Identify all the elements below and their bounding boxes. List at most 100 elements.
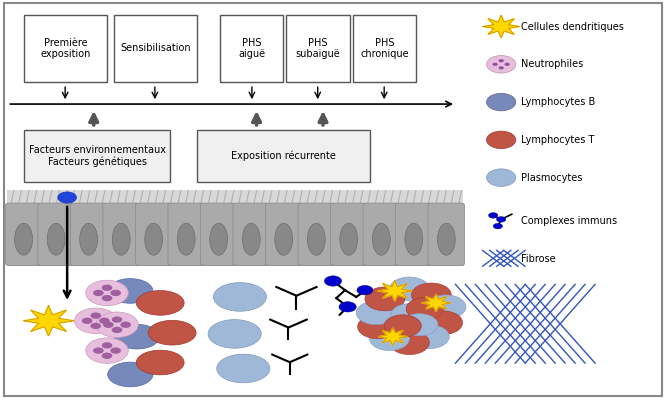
- Circle shape: [86, 280, 129, 306]
- Circle shape: [82, 318, 93, 324]
- Circle shape: [492, 63, 498, 66]
- FancyBboxPatch shape: [363, 203, 400, 265]
- Circle shape: [357, 285, 373, 295]
- FancyBboxPatch shape: [396, 203, 432, 265]
- Circle shape: [410, 325, 450, 349]
- Circle shape: [493, 223, 502, 229]
- Ellipse shape: [177, 223, 195, 255]
- FancyBboxPatch shape: [266, 203, 302, 265]
- FancyBboxPatch shape: [286, 15, 350, 82]
- Ellipse shape: [340, 223, 358, 255]
- Polygon shape: [378, 328, 408, 346]
- Polygon shape: [483, 16, 519, 38]
- Ellipse shape: [275, 223, 292, 255]
- Circle shape: [75, 308, 117, 334]
- Circle shape: [370, 327, 410, 351]
- Ellipse shape: [80, 223, 98, 255]
- Circle shape: [358, 315, 398, 339]
- FancyBboxPatch shape: [38, 203, 75, 265]
- Ellipse shape: [108, 279, 153, 303]
- Text: Lymphocytes T: Lymphocytes T: [521, 135, 595, 145]
- Ellipse shape: [438, 223, 456, 255]
- Text: Complexes immuns: Complexes immuns: [521, 216, 617, 226]
- Text: Plasmocytes: Plasmocytes: [521, 173, 583, 183]
- Ellipse shape: [307, 223, 325, 255]
- Ellipse shape: [208, 320, 261, 348]
- Text: PHS
chronique: PHS chronique: [360, 38, 409, 59]
- Ellipse shape: [137, 350, 184, 375]
- FancyBboxPatch shape: [233, 203, 270, 265]
- Ellipse shape: [242, 223, 260, 255]
- Text: PHS
subaiguë: PHS subaiguë: [296, 38, 340, 59]
- Circle shape: [112, 316, 123, 323]
- Circle shape: [112, 327, 123, 333]
- Circle shape: [93, 348, 104, 354]
- FancyBboxPatch shape: [298, 203, 334, 265]
- FancyBboxPatch shape: [5, 203, 42, 265]
- FancyBboxPatch shape: [7, 203, 463, 265]
- Circle shape: [496, 217, 505, 222]
- Text: Première
exposition: Première exposition: [41, 38, 91, 59]
- Ellipse shape: [15, 223, 33, 255]
- Circle shape: [426, 295, 466, 319]
- FancyBboxPatch shape: [428, 203, 465, 265]
- Circle shape: [498, 59, 503, 62]
- Circle shape: [91, 312, 101, 319]
- Circle shape: [423, 311, 463, 335]
- Circle shape: [111, 348, 121, 354]
- Circle shape: [504, 63, 509, 66]
- FancyBboxPatch shape: [103, 203, 139, 265]
- FancyBboxPatch shape: [135, 203, 172, 265]
- Ellipse shape: [47, 223, 65, 255]
- Circle shape: [58, 192, 77, 203]
- Circle shape: [384, 315, 422, 337]
- Ellipse shape: [145, 223, 163, 255]
- Text: Sensibilisation: Sensibilisation: [120, 43, 190, 53]
- Ellipse shape: [372, 223, 390, 255]
- Circle shape: [356, 301, 396, 325]
- Ellipse shape: [108, 362, 153, 387]
- Ellipse shape: [405, 223, 423, 255]
- Circle shape: [324, 276, 342, 286]
- FancyBboxPatch shape: [168, 203, 204, 265]
- FancyBboxPatch shape: [71, 203, 107, 265]
- FancyBboxPatch shape: [330, 203, 367, 265]
- Polygon shape: [422, 294, 451, 312]
- Ellipse shape: [137, 290, 184, 315]
- Text: Lymphocytes B: Lymphocytes B: [521, 97, 595, 107]
- Circle shape: [121, 322, 131, 328]
- Circle shape: [103, 322, 114, 328]
- Ellipse shape: [149, 320, 196, 345]
- Circle shape: [412, 283, 452, 307]
- Circle shape: [401, 314, 438, 336]
- Text: Exposition récurrente: Exposition récurrente: [230, 150, 336, 161]
- Text: Cellules dendritiques: Cellules dendritiques: [521, 22, 624, 32]
- Ellipse shape: [210, 223, 228, 255]
- Text: Facteurs environnementaux
Facteurs génétiques: Facteurs environnementaux Facteurs génét…: [29, 145, 166, 167]
- FancyBboxPatch shape: [196, 130, 370, 182]
- Circle shape: [365, 287, 405, 311]
- Text: Neutrophiles: Neutrophiles: [521, 59, 583, 69]
- Circle shape: [487, 93, 515, 111]
- Text: PHS
aiguë: PHS aiguë: [238, 38, 265, 59]
- FancyBboxPatch shape: [114, 15, 196, 82]
- Circle shape: [91, 323, 101, 329]
- Circle shape: [96, 312, 139, 338]
- FancyBboxPatch shape: [220, 15, 283, 82]
- Ellipse shape: [213, 282, 266, 311]
- Circle shape: [102, 284, 113, 291]
- Circle shape: [487, 55, 515, 73]
- FancyBboxPatch shape: [353, 15, 416, 82]
- Circle shape: [391, 304, 428, 326]
- Polygon shape: [23, 306, 74, 336]
- Circle shape: [487, 131, 515, 148]
- Circle shape: [93, 290, 104, 296]
- Ellipse shape: [216, 354, 270, 383]
- Text: Fibrose: Fibrose: [521, 254, 555, 264]
- Circle shape: [390, 331, 430, 355]
- Circle shape: [102, 342, 113, 349]
- Circle shape: [489, 213, 498, 218]
- Circle shape: [390, 277, 430, 301]
- FancyBboxPatch shape: [200, 203, 237, 265]
- Circle shape: [487, 169, 515, 186]
